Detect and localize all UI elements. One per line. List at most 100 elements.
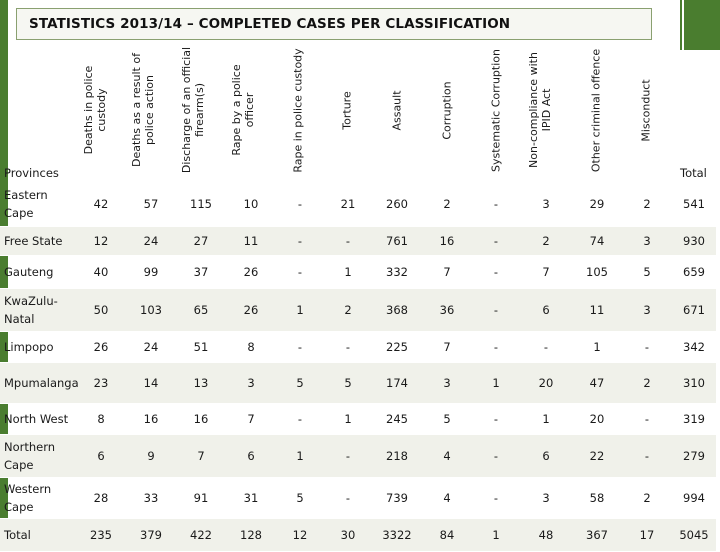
value-cell: 27: [176, 226, 226, 256]
value-cell: 332: [372, 255, 422, 289]
value-cell: 367: [572, 518, 622, 552]
value-cell: -: [472, 403, 520, 435]
value-cell: 13: [176, 362, 226, 404]
value-cell: 21: [324, 182, 372, 227]
value-cell: 23: [76, 362, 126, 404]
value-cell: -: [622, 434, 672, 478]
value-cell: 65: [176, 288, 226, 332]
table-row: Limpopo 26 24 51 8- -225 7- -1-342: [0, 331, 716, 363]
value-cell: 2: [622, 362, 672, 404]
value-cell: -: [276, 182, 324, 227]
value-cell: 2: [622, 477, 672, 519]
value-cell: 36: [422, 288, 472, 332]
row-total-cell: 319: [672, 403, 716, 435]
value-cell: 1: [472, 362, 520, 404]
column-header: Deaths as a result of police action: [124, 48, 176, 178]
table-row: Mpumalanga 23 14 13 3 5 5 174 3 1 20 47 2 310: [0, 362, 716, 404]
column-header: Corruption: [422, 48, 474, 178]
value-cell: 12: [276, 518, 324, 552]
page-title: STATISTICS 2013/14 – COMPLETED CASES PER…: [29, 16, 511, 32]
column-header-label: Torture: [340, 90, 354, 130]
province-cell: North West: [0, 403, 76, 435]
value-cell: 50: [76, 288, 126, 332]
value-cell: 379: [126, 518, 176, 552]
value-cell: 42: [76, 182, 126, 227]
value-cell: 1: [276, 434, 324, 478]
column-header-label: Deaths as a result of police action: [130, 53, 156, 167]
value-cell: 1: [520, 403, 572, 435]
value-cell: 3: [622, 226, 672, 256]
value-cell: 218: [372, 434, 422, 478]
value-cell: 761: [372, 226, 422, 256]
total-header: Total: [680, 166, 707, 180]
value-cell: 40: [76, 255, 126, 289]
province-cell: Free State: [0, 226, 76, 256]
value-cell: 5: [276, 362, 324, 404]
value-cell: -: [472, 331, 520, 363]
value-cell: 2: [520, 226, 572, 256]
value-cell: -: [472, 434, 520, 478]
value-cell: 1: [324, 403, 372, 435]
province-cell: Limpopo: [0, 331, 76, 363]
column-header-label: Deaths in police custody: [82, 65, 108, 155]
value-cell: 1: [572, 331, 622, 363]
province-cell: KwaZulu-Natal: [0, 288, 76, 332]
column-header-label: Assault: [390, 89, 404, 131]
value-cell: 9: [126, 434, 176, 478]
row-total-cell: 342: [672, 331, 716, 363]
column-header-label: Rape by a police officer: [230, 64, 256, 156]
value-cell: 99: [126, 255, 176, 289]
value-cell: 4: [422, 434, 472, 478]
title-box: STATISTICS 2013/14 – COMPLETED CASES PER…: [16, 8, 652, 40]
table-row: Eastern Cape 42 57 115 10-21 260 2-3 29 2 541: [0, 182, 716, 227]
right-accent-divider: [682, 0, 684, 50]
value-cell: 260: [372, 182, 422, 227]
value-cell: 8: [226, 331, 276, 363]
value-cell: 10: [226, 182, 276, 227]
value-cell: -: [472, 477, 520, 519]
value-cell: 103: [126, 288, 176, 332]
value-cell: 235: [76, 518, 126, 552]
value-cell: 6: [226, 434, 276, 478]
value-cell: 5: [422, 403, 472, 435]
value-cell: -: [472, 255, 520, 289]
row-total-cell: 994: [672, 477, 716, 519]
value-cell: -: [324, 331, 372, 363]
value-cell: 368: [372, 288, 422, 332]
column-header: Other criminal offence: [571, 48, 623, 178]
value-cell: 2: [324, 288, 372, 332]
value-cell: 7: [422, 331, 472, 363]
column-header: Assault: [372, 48, 424, 178]
column-header-label: Non-compliance with IPID Act: [527, 52, 553, 168]
value-cell: 7: [422, 255, 472, 289]
column-header: Non-compliance with IPID Act: [521, 48, 573, 178]
value-cell: -: [324, 434, 372, 478]
value-cell: 30: [324, 518, 372, 552]
value-cell: -: [622, 331, 672, 363]
value-cell: 6: [520, 434, 572, 478]
table-row: Northern Cape 6 9 7 6 1-218 4-6 22-279: [0, 434, 716, 478]
value-cell: 422: [176, 518, 226, 552]
value-cell: 4: [422, 477, 472, 519]
value-cell: -: [472, 288, 520, 332]
value-cell: 91: [176, 477, 226, 519]
value-cell: 3: [422, 362, 472, 404]
value-cell: 24: [126, 331, 176, 363]
value-cell: 1: [472, 518, 520, 552]
value-cell: 2: [622, 182, 672, 227]
column-header-label: Systematic Corruption: [489, 48, 503, 172]
row-total-cell: 659: [672, 255, 716, 289]
value-cell: -: [472, 182, 520, 227]
value-cell: -: [324, 226, 372, 256]
value-cell: 11: [572, 288, 622, 332]
value-cell: 5: [324, 362, 372, 404]
value-cell: -: [276, 403, 324, 435]
province-cell: Eastern Cape: [0, 182, 76, 227]
table-row: North West 8 16 16 7-1 245 5-1 20-319: [0, 403, 716, 435]
value-cell: 22: [572, 434, 622, 478]
value-cell: 6: [520, 288, 572, 332]
value-cell: 105: [572, 255, 622, 289]
row-total-cell: 671: [672, 288, 716, 332]
value-cell: 84: [422, 518, 472, 552]
value-cell: -: [276, 226, 324, 256]
